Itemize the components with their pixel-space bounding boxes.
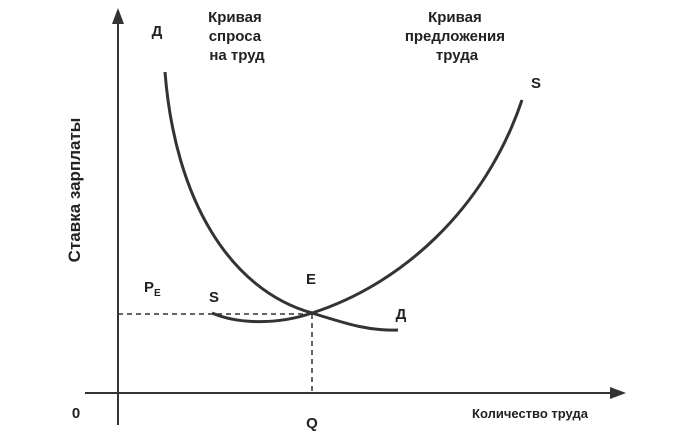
supply-bottom-label: S (209, 289, 219, 306)
y-axis-arrow (112, 8, 124, 24)
price-label: PE (144, 279, 161, 299)
origin-label: 0 (72, 405, 80, 422)
demand-caption: Кривая спроса на труд (208, 9, 266, 64)
price-symbol: P (144, 279, 154, 296)
quantity-label: Q (306, 415, 318, 432)
caption-line: предложения (405, 28, 505, 45)
demand-bottom-label: Д (396, 306, 407, 323)
y-axis-label: Ставка зарплаты (65, 118, 84, 263)
demand-top-label: Д (152, 23, 163, 40)
caption-line: Кривая (208, 9, 262, 26)
supply-top-label: S (531, 75, 541, 92)
x-axis-label: Количество труда (472, 406, 589, 421)
equilibrium-label: E (306, 271, 316, 288)
supply-curve (211, 99, 524, 324)
caption-line: Кривая (428, 9, 482, 26)
caption-line: на труд (209, 47, 265, 64)
caption-line: спроса (209, 28, 262, 45)
caption-line: труда (436, 47, 479, 64)
x-axis-arrow (610, 387, 626, 399)
demand-curve (163, 71, 399, 332)
supply-caption: Кривая предложения труда (405, 9, 509, 64)
price-subscript: E (154, 288, 161, 299)
